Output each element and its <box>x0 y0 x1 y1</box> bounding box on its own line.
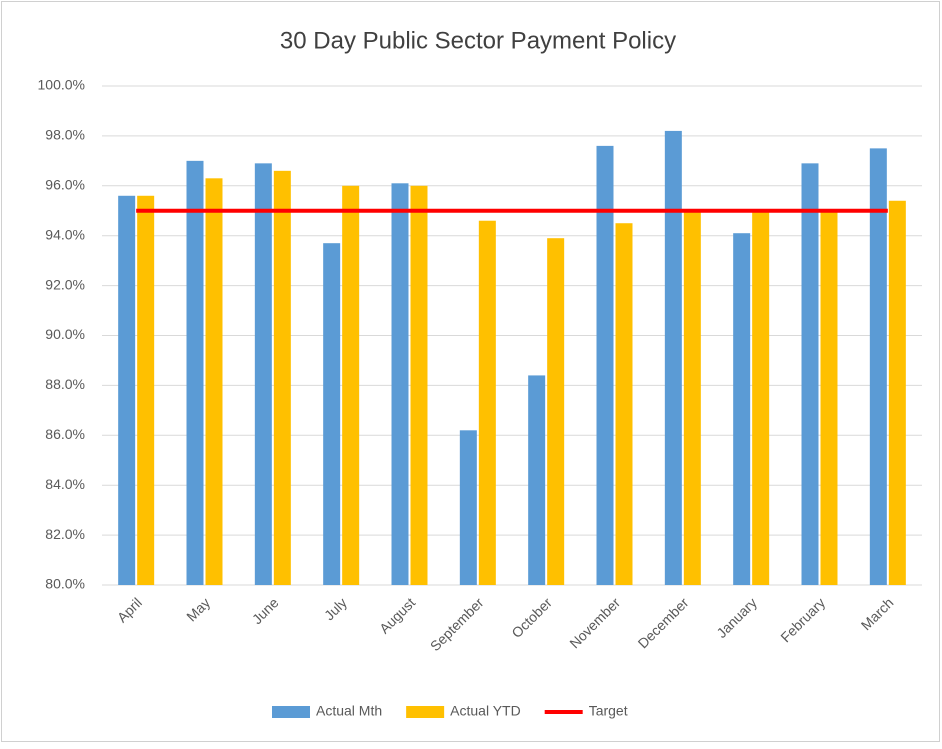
bar <box>528 375 546 585</box>
y-tick-label: 88.0% <box>45 376 85 392</box>
legend-swatch <box>272 706 310 718</box>
bar <box>752 210 770 585</box>
bar <box>801 163 819 585</box>
chart-title: 30 Day Public Sector Payment Policy <box>280 27 676 54</box>
bar <box>664 130 682 585</box>
y-tick-label: 86.0% <box>45 426 85 442</box>
bar <box>137 195 155 585</box>
bar <box>596 145 614 585</box>
bar <box>888 200 906 585</box>
legend-label: Actual Mth <box>316 703 382 719</box>
bar <box>118 195 136 585</box>
bar <box>869 148 887 585</box>
legend-label: Target <box>589 703 628 719</box>
y-tick-label: 80.0% <box>45 576 85 592</box>
y-tick-label: 100.0% <box>38 77 85 93</box>
bar <box>273 170 291 585</box>
bar <box>254 163 272 585</box>
bar <box>547 238 565 585</box>
y-tick-label: 96.0% <box>45 177 85 193</box>
bar <box>186 160 204 585</box>
bar <box>391 183 409 585</box>
bar <box>683 210 701 585</box>
y-tick-label: 82.0% <box>45 526 85 542</box>
bar <box>615 223 633 585</box>
bar <box>459 430 477 585</box>
y-tick-label: 98.0% <box>45 127 85 143</box>
y-tick-label: 92.0% <box>45 276 85 292</box>
bar <box>820 210 838 585</box>
bar <box>323 243 341 585</box>
bar <box>205 178 223 585</box>
bar <box>733 233 751 585</box>
y-tick-label: 90.0% <box>45 326 85 342</box>
bar <box>478 220 496 586</box>
legend-swatch <box>406 706 445 718</box>
bar <box>410 185 428 586</box>
bar <box>342 185 360 586</box>
y-tick-label: 94.0% <box>45 226 85 242</box>
y-tick-label: 84.0% <box>45 476 85 492</box>
legend-label: Actual YTD <box>450 703 521 719</box>
